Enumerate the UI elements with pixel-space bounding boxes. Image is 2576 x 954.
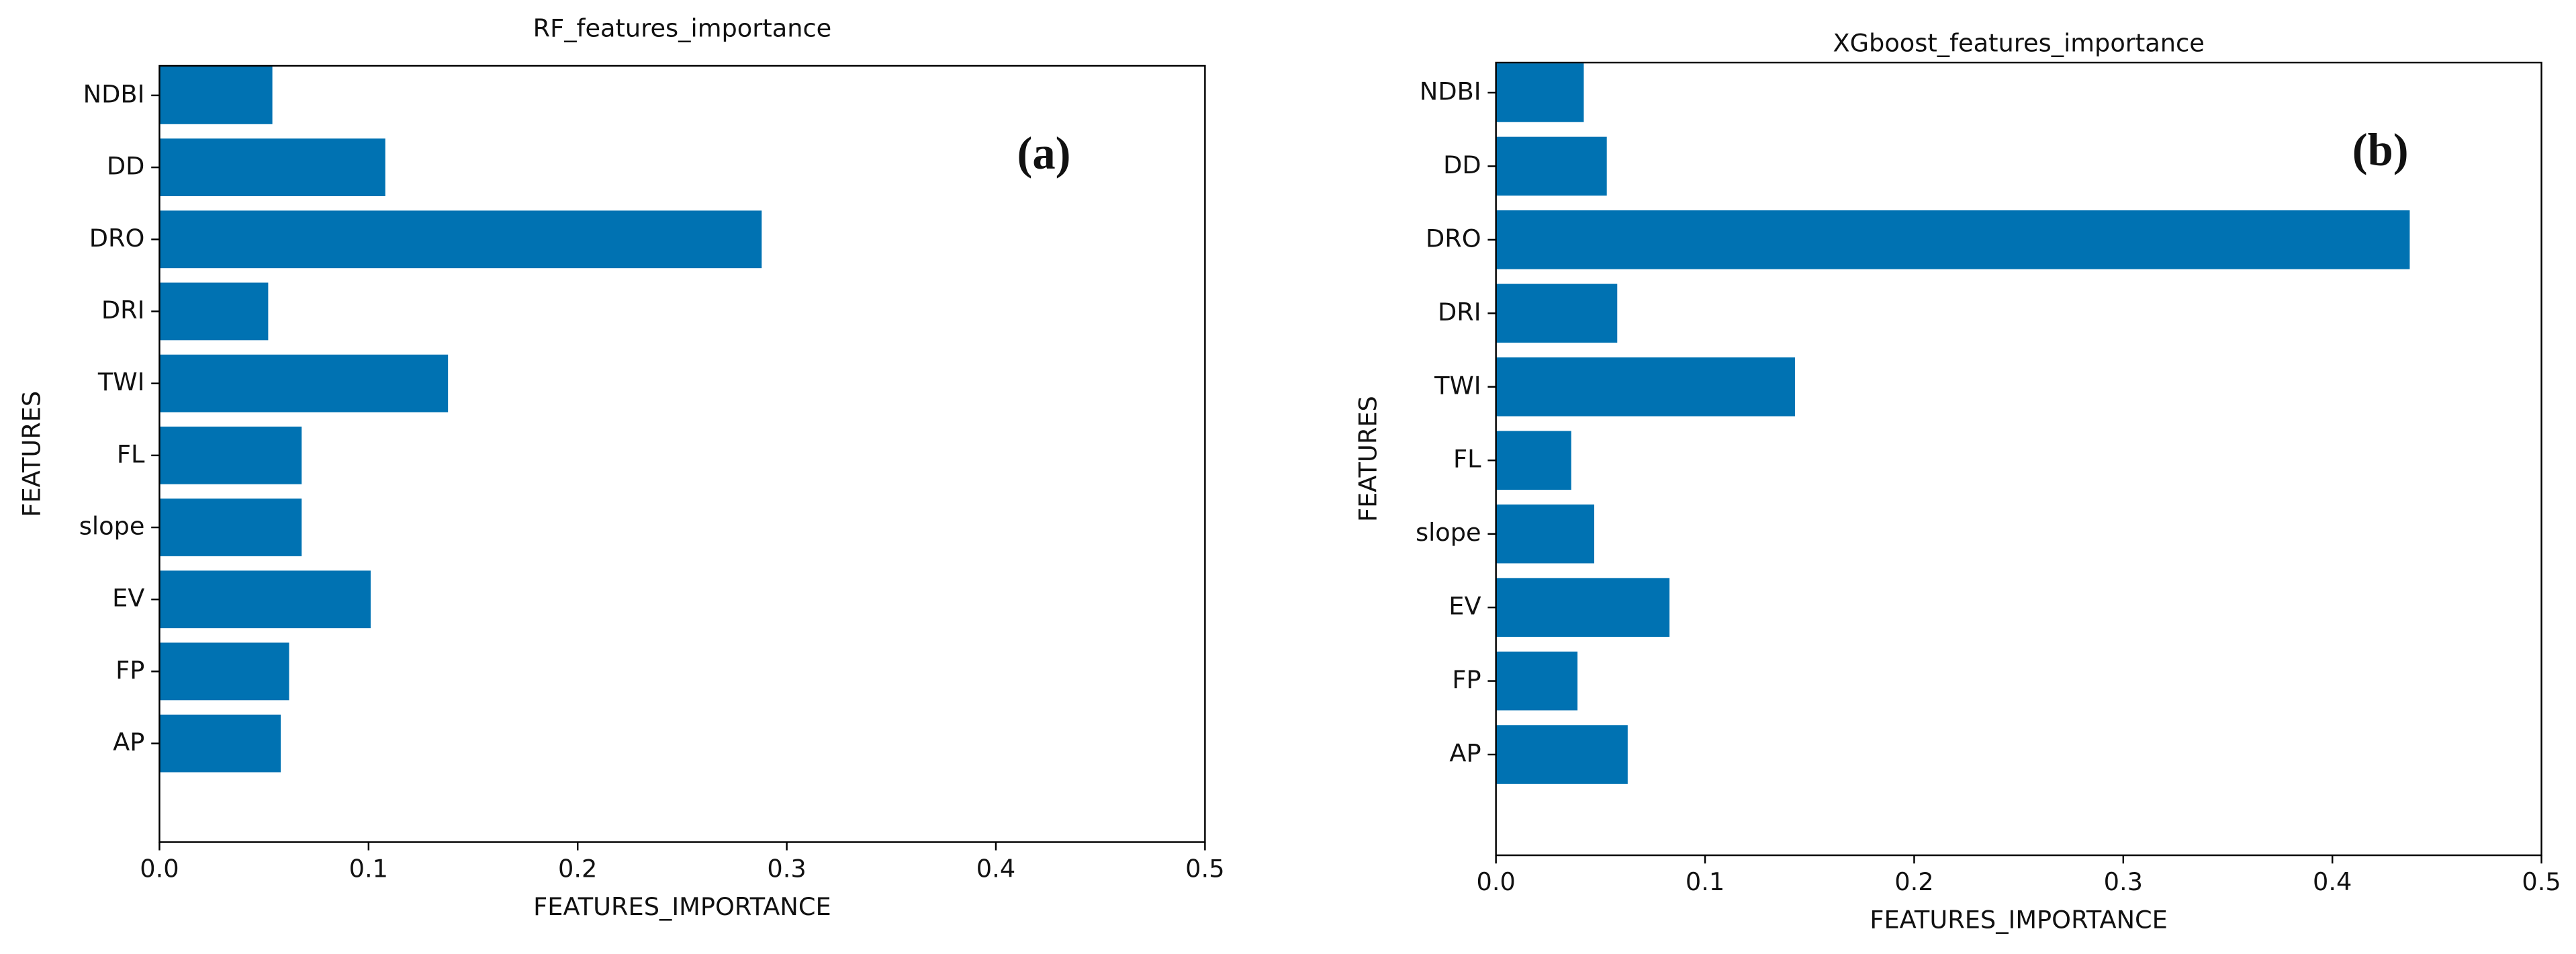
x-tick-label: 0.2 bbox=[1894, 867, 1933, 896]
y-tick-label: AP bbox=[1449, 739, 1481, 768]
y-tick-label: DRI bbox=[1438, 298, 1481, 327]
y-tick-label: NDBI bbox=[83, 79, 145, 108]
y-tick-label: slope bbox=[1416, 518, 1481, 547]
plot-frame bbox=[1495, 61, 2542, 857]
x-tick-label: 0.3 bbox=[767, 855, 806, 883]
x-tick-label: 0.4 bbox=[2313, 867, 2352, 896]
x-tick-label: 0.1 bbox=[1686, 867, 1724, 896]
y-tick-label: EV bbox=[112, 584, 144, 613]
annotation: (a) bbox=[1017, 128, 1071, 179]
y-tick-label: TWI bbox=[97, 367, 145, 396]
x-tick-label: 0.0 bbox=[140, 855, 179, 883]
bar bbox=[1496, 63, 1584, 122]
annotation: (b) bbox=[2352, 124, 2409, 175]
y-tick-label: DD bbox=[107, 152, 145, 181]
y-tick-label: EV bbox=[1448, 592, 1481, 621]
x-axis-label: FEATURES_IMPORTANCE bbox=[1870, 905, 2167, 934]
y-tick-label: DRO bbox=[89, 224, 145, 253]
y-axis-label: FEATURES bbox=[1354, 396, 1383, 522]
bar bbox=[159, 498, 302, 556]
x-axis-label: FEATURES_IMPORTANCE bbox=[533, 892, 831, 921]
x-tick-label: 0.5 bbox=[1185, 855, 1224, 883]
bar bbox=[159, 67, 273, 124]
bar bbox=[159, 426, 302, 484]
bar bbox=[1496, 136, 1607, 196]
y-tick-label: NDBI bbox=[1420, 77, 1481, 105]
y-tick-label: AP bbox=[113, 728, 144, 756]
x-tick-label: 0.5 bbox=[2522, 867, 2561, 896]
y-tick-label: FL bbox=[1453, 445, 1481, 474]
chart-title: XGboost_features_importance bbox=[1833, 29, 2204, 58]
bar bbox=[1496, 725, 1628, 784]
x-tick-label: 0.3 bbox=[2104, 867, 2143, 896]
y-tick-label: DD bbox=[1443, 150, 1481, 179]
bar bbox=[159, 282, 269, 341]
x-tick-label: 0.2 bbox=[558, 855, 597, 883]
y-axis-label: FEATURES bbox=[17, 391, 46, 517]
bar bbox=[1496, 210, 2410, 269]
y-tick-label: slope bbox=[79, 512, 145, 541]
x-tick-label: 0.4 bbox=[976, 855, 1015, 883]
y-tick-label: FP bbox=[1452, 665, 1481, 694]
bar bbox=[159, 570, 371, 629]
x-tick-label: 0.0 bbox=[1476, 867, 1515, 896]
bar bbox=[1496, 578, 1670, 637]
bar bbox=[1496, 431, 1571, 490]
bar bbox=[1496, 504, 1595, 564]
bar bbox=[159, 138, 385, 196]
y-tick-label: FL bbox=[117, 439, 145, 468]
bar bbox=[1496, 357, 1795, 417]
bar bbox=[159, 714, 281, 773]
x-tick-label: 0.1 bbox=[349, 855, 388, 883]
bar bbox=[1496, 284, 1618, 343]
chart-title: RF_features_importance bbox=[533, 14, 832, 43]
bar bbox=[1496, 651, 1578, 711]
bar bbox=[159, 210, 762, 269]
y-tick-label: FP bbox=[116, 656, 144, 685]
plot-frame bbox=[158, 64, 1206, 843]
y-tick-label: DRO bbox=[1426, 224, 1481, 253]
bar bbox=[159, 642, 289, 701]
y-tick-label: TWI bbox=[1434, 371, 1481, 400]
y-tick-label: DRI bbox=[101, 296, 145, 324]
bar bbox=[159, 354, 449, 413]
